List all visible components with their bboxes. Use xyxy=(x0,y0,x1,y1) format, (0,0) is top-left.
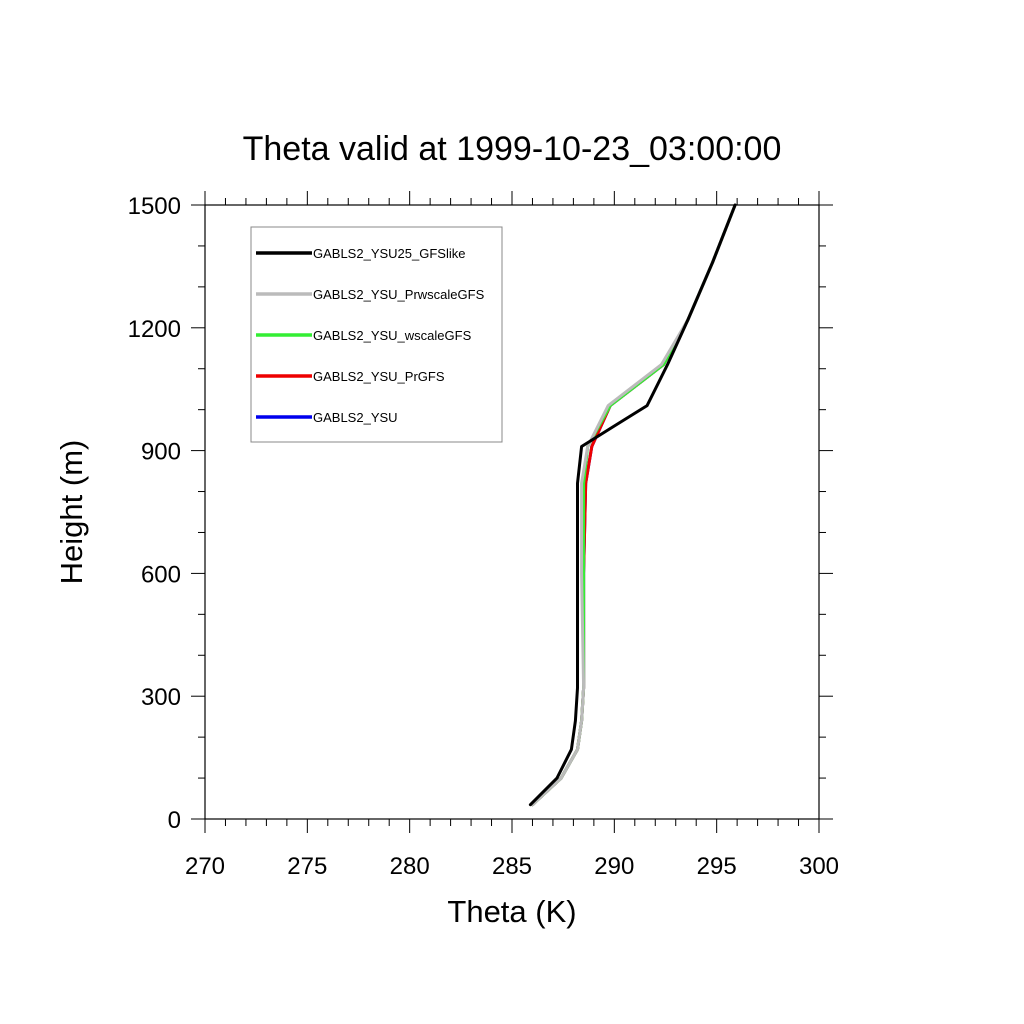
x-axis-label: Theta (K) xyxy=(447,894,576,929)
axis-ticks xyxy=(191,191,833,833)
series-line xyxy=(528,203,737,807)
y-tick-label: 1500 xyxy=(128,193,181,220)
y-tick-label: 0 xyxy=(168,807,181,834)
y-tick-labels: 0 300 600 900 1200 1500 xyxy=(128,193,181,834)
x-tick-labels: 270 275 280 285 290 295 300 xyxy=(185,853,839,880)
legend-label: GABLS2_YSU xyxy=(313,410,398,425)
y-tick-label: 1200 xyxy=(128,316,181,343)
y-tick-label: 900 xyxy=(141,439,181,466)
plot-frame xyxy=(204,204,820,820)
y-tick-label: 600 xyxy=(141,561,181,588)
series-line xyxy=(531,203,737,807)
x-tick-label: 285 xyxy=(492,853,532,880)
legend-label: GABLS2_YSU_PrGFS xyxy=(313,369,445,384)
series-line xyxy=(531,203,737,807)
series-line xyxy=(531,203,737,807)
series-line xyxy=(531,203,737,807)
y-tick-label: 300 xyxy=(141,684,181,711)
legend-label: GABLS2_YSU_PrwscaleGFS xyxy=(313,287,485,302)
legend-label: GABLS2_YSU25_GFSlike xyxy=(313,246,465,261)
x-tick-label: 290 xyxy=(594,853,634,880)
data-lines xyxy=(528,203,737,807)
legend-items: GABLS2_YSU25_GFSlike GABLS2_YSU_PrwscaleG… xyxy=(256,246,485,425)
y-axis-label: Height (m) xyxy=(54,440,89,585)
x-tick-label: 300 xyxy=(799,853,839,880)
chart-title: Theta valid at 1999-10-23_03:00:00 xyxy=(243,130,782,168)
legend: GABLS2_YSU25_GFSlike GABLS2_YSU_PrwscaleG… xyxy=(250,226,503,443)
legend-label: GABLS2_YSU_wscaleGFS xyxy=(313,328,472,343)
x-tick-label: 295 xyxy=(697,853,737,880)
x-tick-label: 275 xyxy=(287,853,327,880)
x-tick-label: 270 xyxy=(185,853,225,880)
x-tick-label: 280 xyxy=(390,853,430,880)
